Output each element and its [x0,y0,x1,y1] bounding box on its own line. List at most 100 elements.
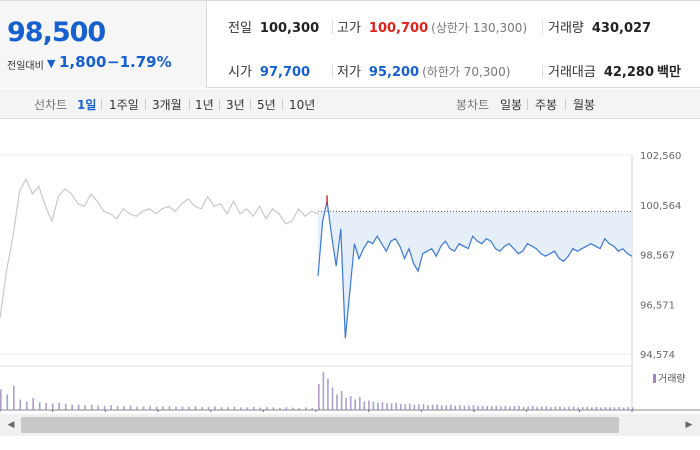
volume-bar-today [604,407,607,410]
volume-bar-prev-day [45,403,47,410]
turnover-value: 42,280 [603,65,655,80]
volume-bar-prev-day [259,407,262,410]
volume-value: 430,027 [591,21,652,36]
volume-bar-prev-day [142,406,145,410]
volume-bar-today [399,404,402,410]
prev-close-label: 전일 [228,21,252,36]
tab-daily-candle[interactable]: 일봉 [500,98,523,112]
volume-bar-prev-day [13,385,15,410]
scroll-right-arrow-icon[interactable]: ▶ [685,420,693,430]
candle-chart-label: 봉차트 [456,98,490,112]
volume-bar-prev-day [227,407,229,410]
scroll-left-arrow-icon[interactable]: ◀ [7,420,15,430]
volume-bar-prev-day [292,407,294,410]
volume-bar-today [513,406,516,410]
tab-1-year[interactable]: 1년 [195,98,214,112]
volume-legend-swatch [653,374,656,383]
volume-bar-today [554,406,557,410]
volume-bar-today [363,401,366,410]
below-reference-fill-group [318,201,632,339]
volume-bar-today [386,403,388,410]
turnover-cell: 거래대금 42,280 백만 [548,61,681,80]
volume-bar-today [545,406,548,410]
volume-bar-today [568,406,570,410]
volume-bar-prev-day [253,406,255,410]
volume-bar-prev-day [103,405,106,410]
volume-legend-label: 거래량 [658,373,686,385]
divider [332,64,333,78]
volume-bar-prev-day [32,397,34,410]
volume-bar-prev-day [123,406,125,410]
divider [332,20,333,34]
tab-3-years[interactable]: 3년 [226,98,245,112]
open-label: 시가 [228,65,252,80]
volume-bar-today [572,406,575,410]
volume-bar-prev-day [162,406,164,410]
y-tick-label: 102,560 [640,151,681,162]
volume-bar-today [463,405,466,410]
volume-cell: 거래량 430,027 [548,17,651,36]
volume-bar-today [509,406,511,410]
volume-bar-prev-day [155,406,158,410]
volume-bar-prev-day [272,407,275,410]
volume-bar-today [550,407,552,410]
volume-bar-today [577,407,579,410]
today-price-line [317,201,633,339]
divider [219,99,220,110]
volume-bar-prev-day [116,406,119,410]
tab-weekly-candle[interactable]: 주봉 [535,98,558,112]
volume-bar-prev-day [110,405,112,410]
volume-bar-prev-day [129,405,132,410]
volume-bar-prev-day [19,399,22,410]
volume-bar-prev-day [181,406,184,410]
volume-bar-today [559,406,561,410]
tab-1-day[interactable]: 1일 [77,98,97,112]
divider [527,99,528,110]
intraday-price-chart: 102,560 100,564 98,567 96,571 94,574 거래량 [0,151,700,412]
prev-close-value: 100,300 [259,21,320,36]
volume-bar-today [381,402,384,410]
low-cell: 저가 95,200 (하한가 70,300) [337,61,510,80]
volume-bar-today [600,407,602,410]
volume-bar-prev-day [207,406,210,410]
volume-bar-prev-day [298,407,301,410]
volume-bar-today [336,394,338,410]
volume-bar-today [422,404,425,410]
volume-bar-today [486,406,488,410]
volume-bar-today [490,405,493,410]
current-price: 98,500 [7,17,106,48]
down-arrow-icon: ▼ [47,57,56,70]
volume-bar-today [431,404,434,410]
volume-bar-prev-day [246,407,249,410]
volume-bar-today [472,405,475,410]
volume-bar-prev-day [188,406,190,410]
tab-3-months[interactable]: 3개월 [152,98,182,112]
volume-bar-today [536,406,538,410]
tab-monthly-candle[interactable]: 월봉 [573,98,596,112]
scrollbar-thumb[interactable] [21,417,619,433]
tab-5-years[interactable]: 5년 [257,98,276,112]
divider [282,99,283,110]
below-reference-fill [318,201,632,339]
volume-bar-today [609,407,611,410]
volume-bar-today [413,404,416,410]
tab-10-years[interactable]: 10년 [289,98,316,112]
tab-1-week[interactable]: 1주일 [109,98,139,112]
volume-bar-today [327,378,329,410]
line-chart-label: 선차트 [34,98,68,112]
volume-bar-prev-day [58,402,60,410]
volume-bar-prev-day [194,406,197,410]
volume-bar-today [318,384,320,410]
volume-bar-today [372,401,375,410]
chart-scrollbar[interactable]: ◀ ▶ [0,414,700,436]
y-tick-label: 98,567 [640,251,675,262]
high-cell: 고가 100,700 (상한가 130,300) [337,17,527,36]
y-tick-label: 96,571 [640,300,675,311]
volume-bar-prev-day [266,407,268,410]
prev-close-cell: 전일 100,300 [228,17,319,36]
volume-bar-today [404,404,407,410]
volume-bar-today [595,406,598,410]
y-tick-labels: 102,560 100,564 98,567 96,571 94,574 [640,151,681,361]
volume-bar-today [541,406,543,410]
divider [250,99,251,110]
